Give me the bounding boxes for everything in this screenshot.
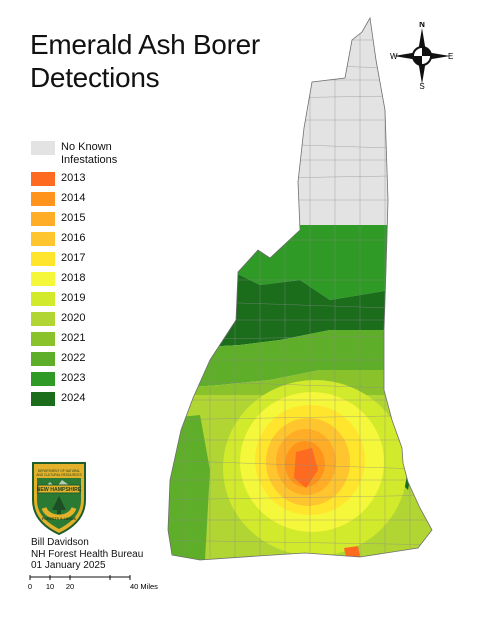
legend-label: 2024 (61, 392, 86, 404)
legend-label: 2022 (61, 352, 86, 364)
legend-swatch (31, 192, 55, 206)
legend-item: No Known Infestations (31, 141, 141, 166)
legend-swatch (31, 212, 55, 226)
logo-banner (37, 484, 81, 494)
legend-item: 2013 (31, 172, 141, 186)
legend-label: 2018 (61, 272, 86, 284)
north-arrow-compass: N S W E (390, 22, 453, 90)
legend-label: 2013 (61, 172, 86, 184)
legend-swatch (31, 392, 55, 406)
map-credits: Bill Davidson NH Forest Health Bureau 01… (31, 537, 143, 572)
legend-item: 2015 (31, 212, 141, 226)
scale-bar: 0 10 20 40 Miles (28, 575, 158, 591)
map-title: Emerald Ash Borer Detections (30, 28, 260, 94)
legend-item: 2018 (31, 272, 141, 286)
region-2013-south (344, 546, 360, 557)
legend-label: 2016 (61, 232, 86, 244)
region-2013 (294, 448, 318, 488)
legend-swatch (31, 272, 55, 286)
legend-swatch (31, 141, 55, 155)
svg-text:NEW HAMPSHIRE: NEW HAMPSHIRE (37, 487, 82, 493)
region-2022-west (168, 415, 210, 560)
legend-item: 2020 (31, 312, 141, 326)
legend-swatch (31, 312, 55, 326)
legend-swatch (31, 292, 55, 306)
legend-item: 2021 (31, 332, 141, 346)
legend-item: 2022 (31, 352, 141, 366)
scale-tick-0: 0 (28, 582, 32, 591)
scale-tick-10: 10 (46, 582, 54, 591)
legend-label: 2020 (61, 312, 86, 324)
svg-text:FORESTS & LANDS: FORESTS & LANDS (42, 517, 77, 521)
legend-item: 2023 (31, 372, 141, 386)
logo-top-band (37, 467, 81, 478)
map-regions (168, 18, 432, 560)
legend-item: 2019 (31, 292, 141, 306)
legend-swatch (31, 372, 55, 386)
legend-label: 2014 (61, 192, 86, 204)
legend-swatch (31, 252, 55, 266)
compass-e-label: E (448, 52, 453, 61)
map-title-line-2: Detections (30, 62, 160, 93)
legend-item: 2014 (31, 192, 141, 206)
svg-text:AND CULTURAL RESOURCES: AND CULTURAL RESOURCES (36, 473, 81, 477)
nh-forests-lands-logo: DEPARTMENT OF NATURAL AND CULTURAL RESOU… (32, 462, 86, 536)
svg-text:DEPARTMENT OF NATURAL: DEPARTMENT OF NATURAL (38, 469, 81, 473)
legend-swatch (31, 352, 55, 366)
legend-label: 2015 (61, 212, 86, 224)
legend-swatch (31, 172, 55, 186)
credit-organization: NH Forest Health Bureau (31, 548, 144, 560)
legend-swatch (31, 232, 55, 246)
scale-tick-40-miles: 40 Miles (130, 582, 158, 591)
legend-label: 2021 (61, 332, 86, 344)
legend-item: 2024 (31, 392, 141, 406)
map-title-line-1: Emerald Ash Borer (30, 29, 260, 60)
legend-label: 2023 (61, 372, 86, 384)
legend-item: 2017 (31, 252, 141, 266)
compass-n-label: N (419, 22, 425, 29)
legend-label: 2019 (61, 292, 86, 304)
compass-s-label: S (419, 82, 424, 90)
legend-item: 2016 (31, 232, 141, 246)
credit-author: Bill Davidson (31, 537, 89, 548)
state-outline (167, 16, 433, 561)
legend: No Known Infestations 2013 2014 2015 201… (31, 141, 141, 412)
legend-label: 2017 (61, 252, 86, 264)
credit-date: 01 January 2025 (31, 560, 106, 571)
legend-label: No Known Infestations (61, 141, 118, 166)
legend-swatch (31, 332, 55, 346)
compass-w-label: W (390, 52, 398, 61)
scale-tick-20: 20 (66, 582, 74, 591)
